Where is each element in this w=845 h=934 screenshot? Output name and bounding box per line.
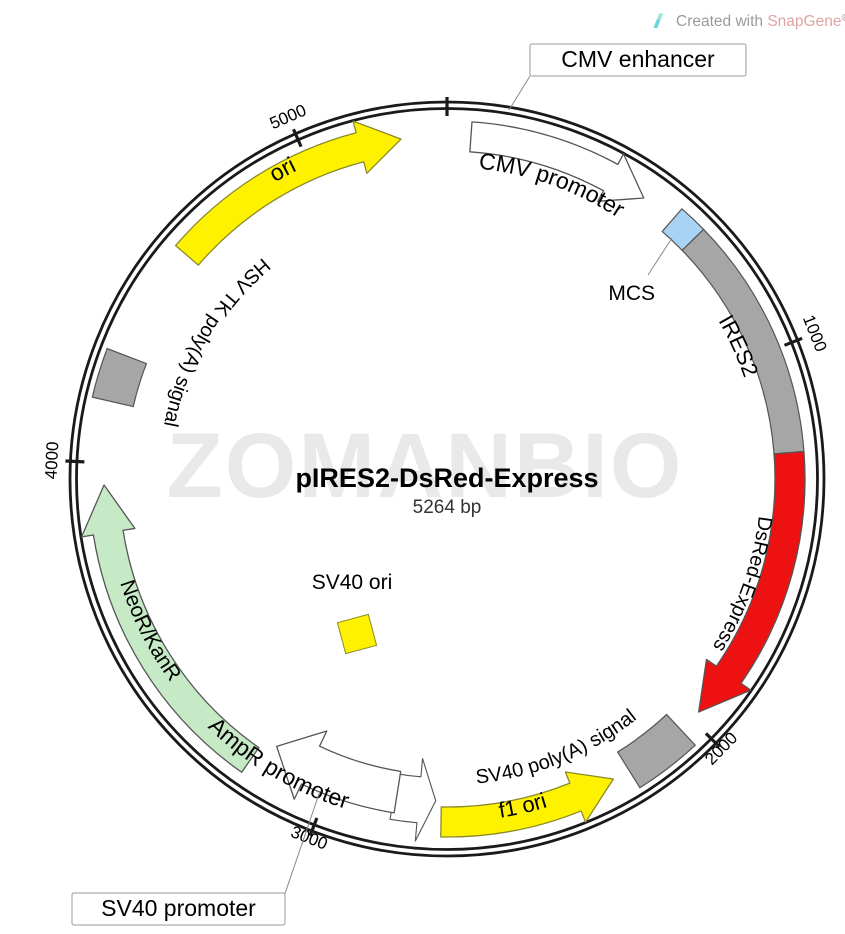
svg-text:pIRES2-DsRed-Express: pIRES2-DsRed-Express <box>295 463 598 493</box>
svg-text:SV40 ori: SV40 ori <box>312 571 393 594</box>
svg-text:MCS: MCS <box>608 282 655 305</box>
svg-text:SV40 promoter: SV40 promoter <box>101 895 256 921</box>
svg-text:4000: 4000 <box>42 441 63 480</box>
svg-text:5264 bp: 5264 bp <box>413 497 482 518</box>
svg-text:Created with SnapGene®: Created with SnapGene® <box>676 13 845 31</box>
svg-text:CMV enhancer: CMV enhancer <box>561 46 715 72</box>
